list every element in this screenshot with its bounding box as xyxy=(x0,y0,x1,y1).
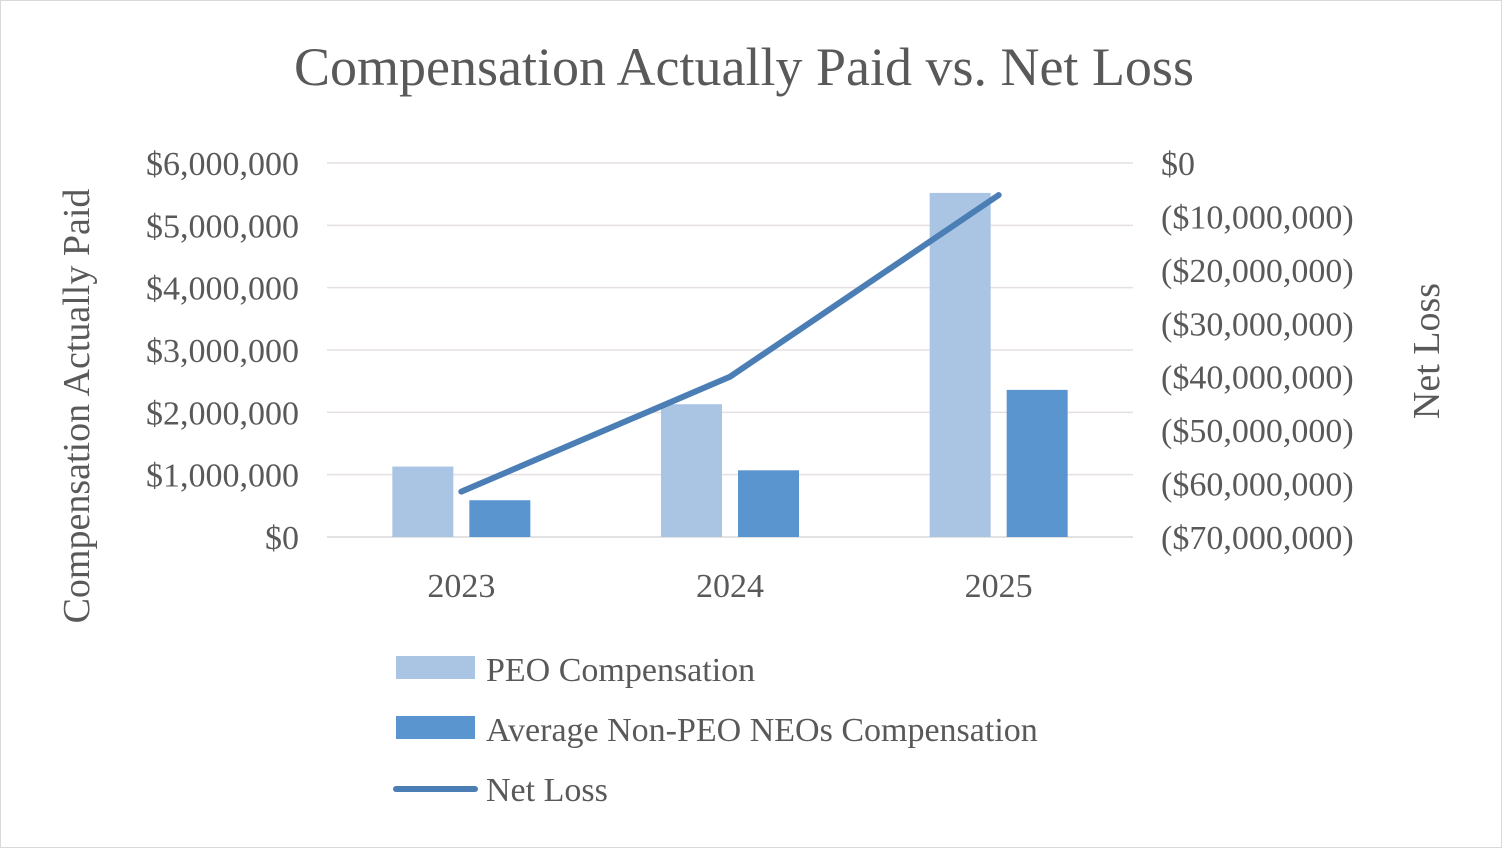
legend-peo-compensation-label: PEO Compensation xyxy=(486,652,755,689)
y2-tick-label: ($40,000,000) xyxy=(1161,360,1354,397)
legend: PEO Compensation Average Non-PEO NEOs Com… xyxy=(393,652,1038,809)
bar-peo-compensation xyxy=(929,192,991,538)
y-tick-label: $4,000,000 xyxy=(146,271,299,308)
y-tick-label: $2,000,000 xyxy=(146,395,299,432)
legend-average-non-peo-neos-compensation-label: Average Non-PEO NEOs Compensation xyxy=(486,712,1038,749)
legend-net-loss-label: Net Loss xyxy=(486,772,608,809)
y2-tick-label: ($60,000,000) xyxy=(1161,467,1354,504)
bar-peo-compensation xyxy=(661,404,722,537)
y-tick-label: $5,000,000 xyxy=(146,208,299,245)
y-tick-label: $6,000,000 xyxy=(146,146,299,183)
y-tick-label: $1,000,000 xyxy=(146,458,299,495)
bar-average-non-peo-neos-compensation xyxy=(469,500,531,537)
bar-layer xyxy=(392,192,1068,538)
legend-average-non-peo-neos-compensation-swatch xyxy=(396,716,475,739)
y2-tick-label: ($20,000,000) xyxy=(1161,253,1354,290)
y2-tick-label: ($10,000,000) xyxy=(1161,199,1354,236)
y-axis-right: $0 ($10,000,000) ($20,000,000) ($30,000,000… xyxy=(1161,146,1354,557)
chart-title: Compensation Actually Paid vs. Net Loss xyxy=(294,37,1194,97)
line-layer xyxy=(458,192,1002,495)
bar-average-non-peo-neos-compensation xyxy=(1006,389,1068,537)
x-tick-label: 2025 xyxy=(965,568,1033,605)
y-tick-label: $3,000,000 xyxy=(146,333,299,370)
y2-tick-label: ($70,000,000) xyxy=(1161,520,1354,557)
legend-peo-compensation-swatch xyxy=(396,656,475,679)
y2-axis-label: Net Loss xyxy=(1406,283,1448,419)
bar-peo-compensation xyxy=(392,466,454,537)
line-net-loss xyxy=(458,192,1002,495)
y-tick-label: $0 xyxy=(265,520,299,557)
y2-tick-label: $0 xyxy=(1161,146,1195,183)
x-tick-label: 2023 xyxy=(427,568,495,605)
x-tick-label: 2024 xyxy=(696,568,764,605)
bar-average-non-peo-neos-compensation xyxy=(738,470,799,537)
y-axis-left: $0 $1,000,000 $2,000,000 $3,000,000 $4,000,0… xyxy=(146,146,299,557)
y2-tick-label: ($30,000,000) xyxy=(1161,306,1354,343)
y-axis-label: Compensation Actually Paid xyxy=(56,189,98,624)
y2-tick-label: ($50,000,000) xyxy=(1161,413,1354,450)
x-axis: 2023 2024 2025 xyxy=(427,568,1032,605)
gridlines xyxy=(327,162,1133,538)
